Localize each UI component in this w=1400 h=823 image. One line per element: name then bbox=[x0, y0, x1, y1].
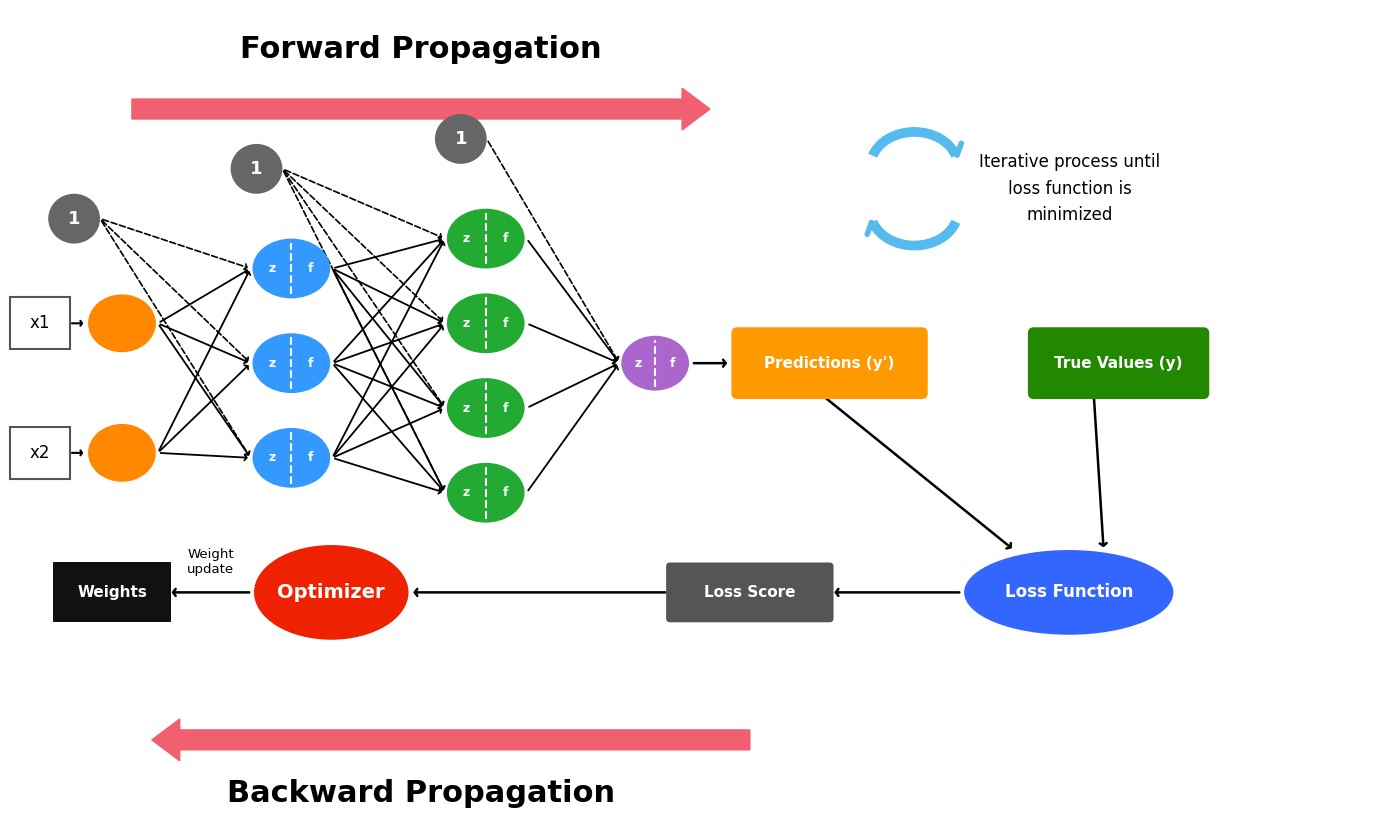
FancyBboxPatch shape bbox=[10, 427, 70, 479]
FancyBboxPatch shape bbox=[666, 562, 833, 622]
Text: Loss Function: Loss Function bbox=[1005, 584, 1133, 602]
Text: f: f bbox=[503, 317, 508, 330]
Ellipse shape bbox=[435, 114, 487, 164]
Text: f: f bbox=[308, 262, 314, 275]
FancyBboxPatch shape bbox=[1028, 328, 1210, 399]
Ellipse shape bbox=[88, 424, 155, 481]
Ellipse shape bbox=[622, 336, 689, 391]
Ellipse shape bbox=[252, 333, 330, 393]
Text: z: z bbox=[269, 451, 276, 464]
Text: z: z bbox=[462, 486, 470, 500]
Text: Loss Score: Loss Score bbox=[704, 585, 795, 600]
FancyArrow shape bbox=[151, 719, 750, 760]
Text: Iterative process until
loss function is
minimized: Iterative process until loss function is… bbox=[979, 153, 1161, 224]
Text: f: f bbox=[308, 356, 314, 370]
Text: f: f bbox=[308, 451, 314, 464]
Text: x1: x1 bbox=[29, 314, 50, 332]
Text: z: z bbox=[269, 262, 276, 275]
Text: Forward Propagation: Forward Propagation bbox=[241, 35, 602, 63]
Text: x2: x2 bbox=[29, 444, 50, 462]
Text: Weights: Weights bbox=[77, 585, 147, 600]
Text: Weight
update: Weight update bbox=[186, 548, 234, 576]
Text: f: f bbox=[503, 486, 508, 500]
Text: z: z bbox=[634, 356, 641, 370]
Ellipse shape bbox=[252, 239, 330, 299]
FancyBboxPatch shape bbox=[731, 328, 928, 399]
FancyArrow shape bbox=[132, 88, 710, 130]
Text: True Values (y): True Values (y) bbox=[1054, 356, 1183, 370]
Ellipse shape bbox=[447, 209, 525, 268]
Ellipse shape bbox=[231, 144, 283, 193]
Ellipse shape bbox=[447, 378, 525, 438]
Text: z: z bbox=[462, 317, 470, 330]
Ellipse shape bbox=[447, 294, 525, 353]
Text: 1: 1 bbox=[67, 210, 80, 228]
Text: f: f bbox=[503, 232, 508, 245]
Text: Backward Propagation: Backward Propagation bbox=[227, 779, 615, 808]
Ellipse shape bbox=[965, 550, 1173, 635]
FancyBboxPatch shape bbox=[10, 297, 70, 349]
Ellipse shape bbox=[252, 428, 330, 488]
Text: 1: 1 bbox=[251, 160, 263, 178]
Ellipse shape bbox=[253, 545, 409, 639]
Text: Predictions (y'): Predictions (y') bbox=[764, 356, 895, 370]
Text: z: z bbox=[462, 232, 470, 245]
Ellipse shape bbox=[88, 295, 155, 352]
Ellipse shape bbox=[447, 463, 525, 523]
Ellipse shape bbox=[48, 193, 99, 244]
Text: f: f bbox=[669, 356, 675, 370]
Text: z: z bbox=[269, 356, 276, 370]
Text: 1: 1 bbox=[455, 130, 468, 148]
Text: f: f bbox=[503, 402, 508, 415]
Text: Optimizer: Optimizer bbox=[277, 583, 385, 602]
FancyBboxPatch shape bbox=[53, 562, 171, 622]
Text: z: z bbox=[462, 402, 470, 415]
